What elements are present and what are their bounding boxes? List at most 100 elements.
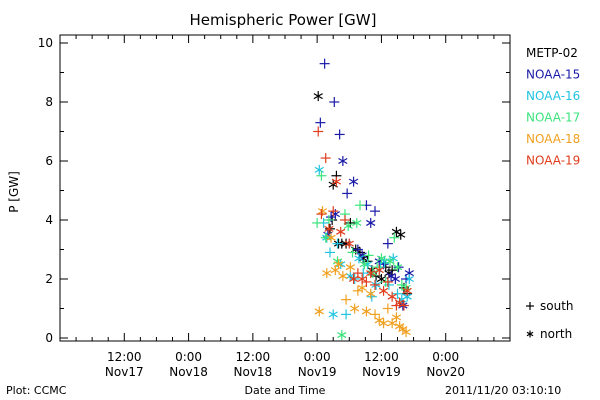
data-point bbox=[396, 279, 407, 290]
data-point bbox=[328, 206, 339, 217]
data-point bbox=[368, 268, 378, 279]
data-point bbox=[382, 276, 393, 287]
data-point bbox=[325, 247, 335, 258]
data-point bbox=[326, 232, 336, 243]
data-point bbox=[404, 274, 414, 284]
y-tick-label: 6 bbox=[45, 154, 53, 168]
x-tick-date-label: Nov18 bbox=[234, 365, 273, 379]
data-point bbox=[352, 285, 363, 296]
data-point bbox=[333, 259, 344, 270]
data-point bbox=[378, 285, 389, 296]
data-point bbox=[323, 215, 334, 225]
data-point bbox=[385, 256, 395, 267]
data-point bbox=[314, 164, 324, 175]
data-point bbox=[316, 170, 327, 181]
x-tick-time-label: 12:00 bbox=[364, 350, 399, 364]
data-point bbox=[361, 306, 372, 317]
chart-title: Hemispheric Power [GW] bbox=[190, 11, 377, 29]
data-point bbox=[345, 217, 356, 228]
data-point bbox=[389, 232, 400, 243]
data-point bbox=[366, 217, 376, 228]
legend-series-label: NOAA-18 bbox=[526, 132, 580, 146]
data-point bbox=[345, 262, 356, 273]
data-point bbox=[374, 265, 384, 276]
data-point bbox=[329, 97, 340, 107]
x-tick-date-label: Nov18 bbox=[169, 365, 208, 379]
data-point bbox=[372, 262, 383, 273]
data-point bbox=[378, 318, 389, 329]
data-point bbox=[366, 268, 376, 279]
data-point bbox=[312, 217, 323, 228]
data-point bbox=[314, 306, 324, 317]
data-point bbox=[387, 265, 398, 276]
y-tick-label: 8 bbox=[45, 95, 53, 109]
data-point bbox=[382, 303, 393, 314]
data-point bbox=[340, 215, 350, 225]
y-tick-label: 4 bbox=[45, 213, 53, 227]
data-points bbox=[312, 58, 414, 341]
data-point bbox=[324, 223, 334, 234]
data-point bbox=[370, 279, 380, 290]
data-point bbox=[390, 274, 401, 284]
x-tick-date-label: Nov19 bbox=[298, 365, 337, 379]
legend-symbol-label: north bbox=[540, 327, 572, 341]
data-point bbox=[313, 126, 324, 137]
data-point bbox=[370, 206, 380, 217]
legend-series-label: NOAA-15 bbox=[526, 68, 580, 82]
data-point bbox=[376, 253, 387, 264]
x-tick-time-label: 0:00 bbox=[432, 350, 459, 364]
data-point bbox=[396, 229, 406, 240]
legend-series-label: NOAA-19 bbox=[526, 154, 580, 168]
legend-symbol bbox=[526, 330, 534, 338]
data-point bbox=[337, 330, 347, 341]
data-point bbox=[338, 271, 348, 282]
data-point bbox=[355, 200, 365, 211]
data-point bbox=[354, 253, 364, 264]
y-axis: 0 2 4 6 8 10 bbox=[38, 36, 510, 345]
data-point bbox=[398, 300, 409, 311]
y-tick-label: 2 bbox=[45, 272, 53, 286]
data-point bbox=[319, 58, 330, 69]
data-point bbox=[334, 129, 345, 140]
x-tick-date-label: Nov20 bbox=[426, 365, 465, 379]
data-point bbox=[332, 238, 343, 249]
y-tick-label: 0 bbox=[45, 331, 53, 345]
data-point bbox=[341, 294, 352, 305]
data-point bbox=[382, 238, 393, 249]
data-point bbox=[320, 232, 331, 243]
data-point bbox=[336, 226, 346, 237]
x-tick-time-label: 12:00 bbox=[236, 350, 271, 364]
data-point bbox=[357, 282, 367, 293]
legend-series-label: NOAA-16 bbox=[526, 89, 580, 103]
data-point bbox=[342, 188, 353, 199]
y-tick-label: 10 bbox=[38, 36, 53, 50]
x-axis: 12:00Nov170:00Nov1812:00Nov180:00Nov1912… bbox=[75, 35, 495, 379]
data-point bbox=[348, 176, 359, 187]
data-point bbox=[349, 303, 360, 314]
data-point bbox=[401, 327, 411, 338]
x-tick-time-label: 0:00 bbox=[175, 350, 202, 364]
data-point bbox=[387, 291, 397, 302]
x-tick-time-label: 0:00 bbox=[304, 350, 331, 364]
data-point bbox=[363, 250, 374, 261]
data-point bbox=[359, 259, 369, 270]
legend: METP-02 NOAA-15 NOAA-16 NOAA-17 NOAA-18 NOAA-… bbox=[526, 46, 580, 341]
data-point bbox=[348, 274, 359, 284]
data-point bbox=[328, 309, 338, 320]
footer-credit: Plot: CCMC bbox=[6, 384, 67, 397]
data-point bbox=[331, 176, 342, 187]
x-axis-label: Date and Time bbox=[244, 384, 326, 397]
footer-timestamp: 2011/11/20 03:10:10 bbox=[445, 384, 562, 397]
data-point bbox=[322, 268, 332, 279]
y-axis-label: P [GW] bbox=[7, 171, 21, 213]
legend-series-label: METP-02 bbox=[526, 46, 578, 60]
data-point bbox=[402, 285, 412, 296]
data-point bbox=[313, 91, 323, 102]
data-point bbox=[352, 217, 362, 228]
data-point bbox=[316, 209, 327, 220]
legend-symbol-label: south bbox=[540, 299, 574, 313]
data-point bbox=[366, 288, 376, 299]
data-point bbox=[361, 276, 372, 287]
data-point bbox=[341, 309, 352, 320]
